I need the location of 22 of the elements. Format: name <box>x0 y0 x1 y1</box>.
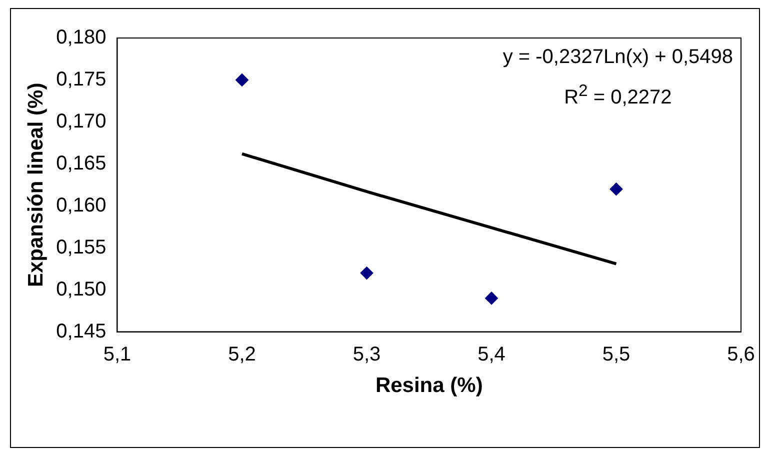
y-tick-label: 0,180 <box>56 26 106 49</box>
x-tick-label: 5,6 <box>727 343 755 366</box>
y-tick-label: 0,150 <box>56 278 106 300</box>
x-tick-label: 5,5 <box>602 343 630 366</box>
point <box>360 266 374 280</box>
y-tick-label: 0,145 <box>56 320 106 342</box>
annotation: y = -0,2327Ln(x) + 0,5498 <box>502 45 733 70</box>
annotation: R$^{2}$ = 0,2272 <box>563 80 673 111</box>
y-tick-label: 0,175 <box>56 68 106 90</box>
point <box>236 73 248 86</box>
y-tick-label: 0,170 <box>56 110 106 132</box>
y-tick-label: 0,160 <box>56 194 106 216</box>
x-tick-label: 5,2 <box>228 343 256 366</box>
x-tick-label: 5,4 <box>478 343 506 366</box>
x-axis-title: Resina (%) <box>375 374 483 398</box>
y-tick-label: 0,165 <box>56 152 106 174</box>
point <box>610 182 623 196</box>
x-tick-label: 5,1 <box>103 343 132 366</box>
y-axis-title: Expansión lineal (%) <box>24 82 48 288</box>
point <box>485 292 498 305</box>
x-tick-label: 5,3 <box>352 343 381 366</box>
y-tick-label: 0,155 <box>56 236 106 258</box>
